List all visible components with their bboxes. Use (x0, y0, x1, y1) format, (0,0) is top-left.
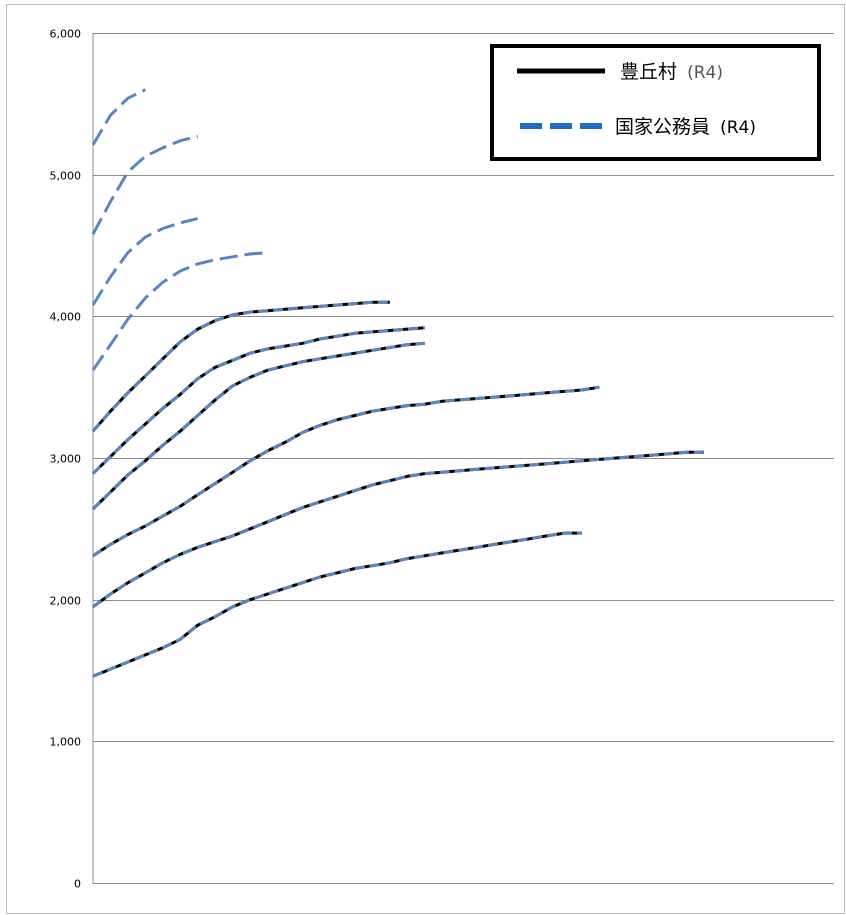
legend-box (490, 44, 821, 161)
legend-label-toyooka: 豊丘村 (R4) (620, 61, 723, 83)
y-tick-label: 1,000 (50, 736, 82, 749)
series-line-national-overlay-1 (92, 450, 704, 609)
series-line-national-overlay-5 (91, 300, 390, 433)
legend: 豊丘村 (R4) 国家公務員 (R4) (490, 44, 821, 161)
y-tick-label: 0 (74, 878, 81, 891)
y-tick-label: 2,000 (50, 595, 82, 608)
y-tick-labels: 0 1,000 2,000 3,000 4,000 5,000 6,000 (50, 28, 82, 891)
series-lines (91, 88, 704, 678)
series-line-national-overlay-4 (91, 326, 425, 475)
series-line-national-overlay-2 (92, 385, 600, 558)
legend-label-national: 国家公務員 (R4) (615, 116, 756, 138)
y-tick-label: 5,000 (50, 170, 82, 183)
series-line-national-7 (91, 217, 199, 306)
y-tick-label: 3,000 (50, 453, 82, 466)
y-tick-label: 6,000 (50, 28, 82, 41)
series-line-national-overlay-3 (91, 341, 425, 511)
series-line-national-8 (91, 134, 199, 235)
series-line-national-6 (91, 251, 268, 372)
y-tick-label: 4,000 (50, 311, 82, 324)
series-line-toyooka-0 (92, 531, 582, 678)
series-line-national-9 (91, 88, 147, 146)
gridlines (92, 33, 834, 884)
